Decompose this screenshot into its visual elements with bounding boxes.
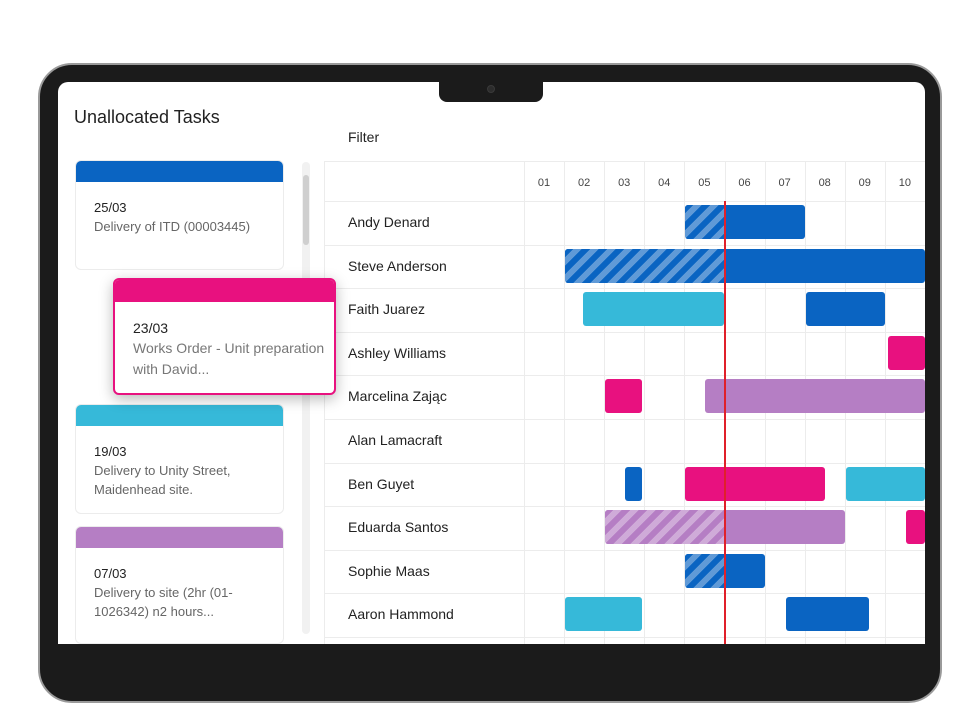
resource-name: Aaron Hammond	[348, 606, 454, 623]
schedule-bar[interactable]	[625, 466, 643, 501]
schedule-bar[interactable]	[685, 466, 825, 501]
completed-portion-hatch	[565, 248, 725, 283]
timeline-column-label: 09	[858, 177, 871, 189]
dragged-task-card[interactable]: 23/03 Works Order - Unit preparation wit…	[113, 278, 336, 395]
task-card[interactable]: 19/03 Delivery to Unity Street, Maidenhe…	[75, 404, 284, 514]
resource-name: Faith Juarez	[348, 301, 426, 318]
grid-row-line	[324, 419, 925, 420]
dragged-card-color-bar	[115, 280, 334, 302]
schedule-bar[interactable]	[845, 466, 925, 501]
schedule-bar[interactable]	[565, 597, 643, 632]
task-card-date: 25/03	[94, 200, 127, 215]
schedule-bar[interactable]	[887, 335, 925, 370]
schedule-bar[interactable]	[805, 292, 885, 327]
grid-column-line	[604, 161, 606, 644]
grid-row-line	[324, 331, 925, 333]
timeline-column-label: 07	[778, 177, 791, 189]
resource-name: Ben Guyet	[348, 475, 415, 492]
grid-column-line	[644, 161, 646, 644]
resource-name: Marcelina Zając	[348, 388, 447, 405]
grid-row-line	[324, 462, 925, 464]
resource-name: Alan Lamacraft	[348, 432, 443, 448]
resource-name: Eduarda Santos	[348, 519, 449, 536]
grid-row-line	[324, 593, 925, 595]
grid-row-line	[324, 288, 925, 290]
dragged-card-date: 23/03	[133, 320, 169, 336]
grid-row-line	[324, 375, 925, 377]
grid-column-line	[524, 161, 525, 644]
completed-portion-hatch	[605, 510, 725, 545]
task-card-color-bar	[76, 527, 283, 548]
timeline-column-label: 01	[537, 177, 551, 189]
camera-icon	[487, 85, 495, 93]
task-card[interactable]: 25/03 Delivery of ITD (00003445)	[75, 160, 284, 270]
schedule-grid: 01 02 03 04 05 06 07 08 09 10 Andy Denard Steve And…	[324, 161, 925, 644]
app-screen: Unallocated Tasks Filter 25/03 Delivery …	[58, 82, 925, 644]
timeline-column-label: 02	[577, 177, 591, 189]
timeline-column-label: 05	[698, 177, 711, 189]
completed-portion-hatch	[685, 553, 725, 588]
task-card-description: Delivery to site (2hr (01-1026342) n2 ho…	[94, 585, 233, 619]
grid-divider	[324, 161, 325, 644]
task-card-date: 19/03	[94, 444, 127, 459]
camera-notch	[439, 80, 543, 102]
grid-row-line	[324, 244, 925, 246]
timeline-column-label: 06	[738, 177, 751, 189]
grid-row-line	[324, 506, 925, 508]
task-card-color-bar	[76, 405, 283, 426]
grid-row-line	[324, 637, 925, 638]
schedule-bar[interactable]	[605, 379, 643, 414]
task-card-description: Delivery of ITD (00003445)	[94, 219, 251, 234]
task-list-scroll-thumb[interactable]	[303, 175, 309, 245]
timeline-column-label: 10	[898, 177, 912, 189]
timeline-column-label: 08	[818, 177, 831, 189]
timeline-column-label: 03	[618, 177, 631, 189]
task-card-date: 07/03	[94, 566, 127, 581]
schedule-bar[interactable]	[705, 379, 925, 414]
resource-name: Steve Anderson	[348, 257, 447, 274]
schedule-bar[interactable]	[583, 292, 725, 327]
grid-row-line	[324, 549, 925, 551]
schedule-bar[interactable]	[905, 510, 925, 545]
current-time-line	[724, 201, 726, 644]
resource-name: Ashley Williams	[348, 344, 447, 361]
grid-column-line	[684, 161, 686, 644]
resource-name: Sophie Maas	[348, 562, 430, 579]
panel-title: Unallocated Tasks	[74, 107, 220, 127]
timeline-column-label: 04	[658, 177, 671, 189]
task-card-description: Delivery to Unity Street, Maidenhead sit…	[94, 463, 231, 497]
filter-button[interactable]: Filter	[348, 129, 380, 145]
task-card-color-bar	[76, 161, 283, 182]
resource-name: Andy Denard	[348, 214, 430, 230]
schedule-bar[interactable]	[785, 597, 869, 632]
task-list-scrollbar[interactable]	[302, 162, 310, 634]
task-card[interactable]: 07/03 Delivery to site (2hr (01-1026342)…	[75, 526, 284, 644]
grid-column-line	[564, 161, 566, 644]
grid-row-line	[324, 201, 925, 202]
grid-row-line	[324, 161, 925, 162]
dragged-card-description: Works Order - Unit preparation with Davi…	[133, 340, 325, 377]
completed-portion-hatch	[685, 205, 725, 239]
